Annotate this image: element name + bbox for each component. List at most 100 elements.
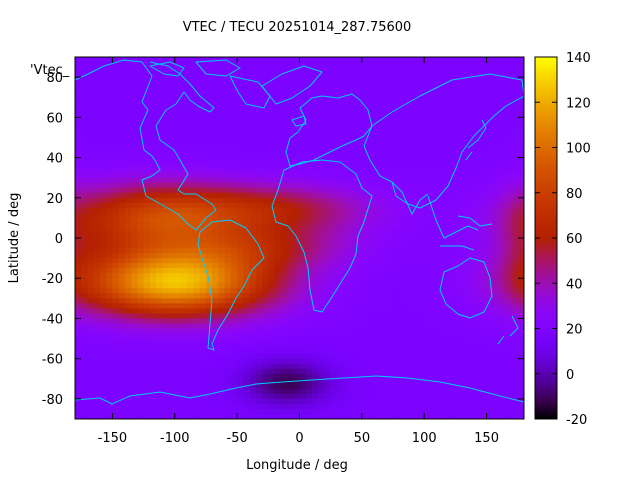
heatmap-cell (436, 182, 444, 189)
heatmap-cell (399, 102, 407, 108)
heatmap-cell (249, 62, 257, 68)
heatmap-cell (393, 77, 400, 83)
heatmap-cell (467, 248, 475, 254)
heatmap-cell (230, 378, 238, 385)
heatmap-cell (187, 167, 195, 174)
heatmap-cell (99, 273, 107, 279)
heatmap-cell (417, 77, 425, 83)
heatmap-cell (424, 82, 432, 88)
heatmap-cell (474, 57, 481, 63)
heatmap-cell (374, 132, 382, 139)
heatmap-cell (131, 227, 138, 234)
heatmap-cell (137, 97, 145, 103)
heatmap-cell (436, 167, 444, 174)
heatmap-cell (368, 137, 375, 144)
heatmap-cell (262, 67, 269, 73)
heatmap-cell (361, 308, 369, 315)
heatmap-cell (280, 177, 288, 184)
heatmap-cell (268, 97, 276, 103)
heatmap-cell (343, 82, 350, 88)
heatmap-cell (399, 268, 407, 274)
heatmap-cell (467, 82, 475, 88)
heatmap-cell (193, 92, 201, 98)
heatmap-cell (349, 288, 357, 294)
heatmap-cell (442, 187, 450, 194)
heatmap-cell (255, 197, 263, 204)
heatmap-cell (330, 137, 338, 144)
heatmap-cell (368, 388, 375, 395)
heatmap-cell (299, 258, 307, 264)
heatmap-cell (417, 87, 425, 93)
heatmap-cell (137, 328, 145, 335)
heatmap-cell (174, 122, 182, 128)
heatmap-cell (386, 398, 394, 405)
heatmap-cell (411, 238, 419, 244)
heatmap-cell (106, 102, 114, 108)
heatmap-cell (81, 157, 89, 164)
heatmap-cell (224, 283, 232, 289)
heatmap-cell (249, 273, 257, 279)
heatmap-cell (243, 298, 251, 304)
heatmap-cell (474, 172, 481, 179)
heatmap-cell (75, 378, 82, 385)
heatmap-cell (255, 92, 263, 98)
heatmap-cell (424, 328, 432, 335)
heatmap-cell (374, 62, 382, 68)
heatmap-cell (168, 283, 176, 289)
heatmap-cell (237, 373, 244, 380)
heatmap-cell (131, 197, 138, 204)
heatmap-cell (455, 258, 463, 264)
heatmap-cell (411, 232, 419, 239)
heatmap-cell (417, 132, 425, 139)
heatmap-cell (417, 378, 425, 385)
heatmap-cell (299, 388, 307, 395)
heatmap-cell (93, 112, 101, 118)
heatmap-cell (181, 303, 188, 309)
heatmap-cell (449, 72, 457, 78)
heatmap-cell (112, 162, 120, 169)
heatmap-cell (305, 348, 313, 355)
heatmap-cell (218, 142, 226, 149)
heatmap-cell (143, 137, 151, 144)
heatmap-cell (168, 192, 176, 199)
heatmap-cell (305, 323, 313, 330)
heatmap-cell (87, 177, 95, 184)
heatmap-cell (168, 343, 176, 350)
heatmap-cell (137, 192, 145, 199)
heatmap-cell (156, 212, 163, 219)
heatmap-cell (486, 147, 494, 154)
heatmap-cell (137, 222, 145, 229)
heatmap-cell (112, 232, 120, 239)
heatmap-cell (449, 197, 457, 204)
heatmap-cell (330, 87, 338, 93)
heatmap-cell (287, 122, 294, 128)
heatmap-cell (193, 217, 201, 224)
heatmap-cell (368, 313, 375, 320)
heatmap-cell (81, 102, 89, 108)
heatmap-cell (168, 293, 176, 299)
heatmap-cell (187, 197, 195, 204)
heatmap-cell (455, 147, 463, 154)
heatmap-cell (205, 62, 213, 68)
heatmap-cell (168, 318, 176, 325)
heatmap-cell (368, 328, 375, 335)
heatmap-cell (405, 333, 413, 340)
heatmap-cell (343, 253, 350, 259)
heatmap-cell (486, 82, 494, 88)
heatmap-cell (293, 353, 301, 360)
heatmap-cell (505, 353, 513, 360)
heatmap-cell (393, 187, 400, 194)
heatmap-cell (93, 303, 101, 309)
heatmap-cell (417, 353, 425, 360)
heatmap-cell (449, 273, 457, 279)
heatmap-cell (461, 263, 469, 269)
heatmap-cell (299, 368, 307, 375)
heatmap-cell (455, 398, 463, 405)
heatmap-cell (156, 338, 163, 345)
heatmap-cell (505, 318, 513, 325)
heatmap-cell (249, 122, 257, 128)
heatmap-cell (199, 107, 207, 113)
heatmap-cell (230, 77, 238, 83)
heatmap-cell (99, 303, 107, 309)
heatmap-cell (149, 398, 157, 405)
